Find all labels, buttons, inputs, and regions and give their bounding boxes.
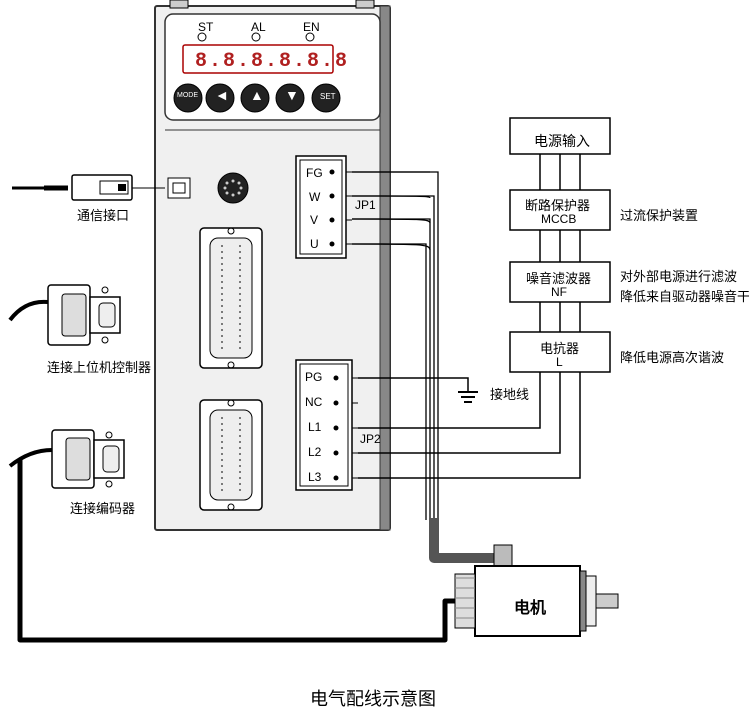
pin-w: W	[309, 190, 320, 204]
mccb-note: 过流保护装置	[620, 205, 698, 224]
pin-v: V	[310, 213, 318, 227]
led-al-label: AL	[251, 20, 266, 34]
host-port-label: 连接上位机控制器	[47, 357, 151, 376]
nf-note: 对外部电源进行滤波降低来自驱动器噪音干扰	[620, 267, 749, 306]
pin-pg: PG	[305, 370, 322, 384]
pin-l2: L2	[308, 445, 321, 459]
psu-main: 电源输入	[534, 131, 590, 151]
comm-port-label: 通信接口	[77, 205, 129, 224]
pin-l3: L3	[308, 470, 321, 484]
reactor-sub: L	[556, 355, 563, 369]
ground-label: 接地线	[490, 384, 529, 403]
nf-sub: NF	[551, 285, 567, 299]
reactor-note: 降低电源高次谐波	[620, 347, 724, 366]
pin-u: U	[310, 237, 319, 251]
diagram-title: 电气配线示意图	[310, 685, 436, 711]
btn-down-label: ▼	[285, 87, 299, 103]
encoder-port-label: 连接编码器	[70, 498, 135, 517]
btn-left-label: ◄	[215, 87, 229, 103]
pin-nc: NC	[305, 395, 322, 409]
led-en-label: EN	[303, 20, 320, 34]
led-st-label: ST	[198, 20, 213, 34]
pin-fg: FG	[306, 166, 323, 180]
btn-set-label: SET	[320, 92, 336, 101]
jp2-label: JP2	[360, 432, 381, 446]
motor-label: 电机	[514, 594, 546, 618]
diagram-canvas: ST AL EN MODE ◄ ▲ ▼ SET 8.8.8.8.8.8 FG W…	[0, 0, 749, 720]
btn-mode-label: MODE	[177, 92, 198, 99]
mccb-sub: MCCB	[541, 212, 576, 226]
jp1-label: JP1	[355, 198, 376, 212]
pin-l1: L1	[308, 420, 321, 434]
btn-up-label: ▲	[250, 87, 264, 103]
display-value: 8.8.8.8.8.8	[195, 50, 349, 73]
